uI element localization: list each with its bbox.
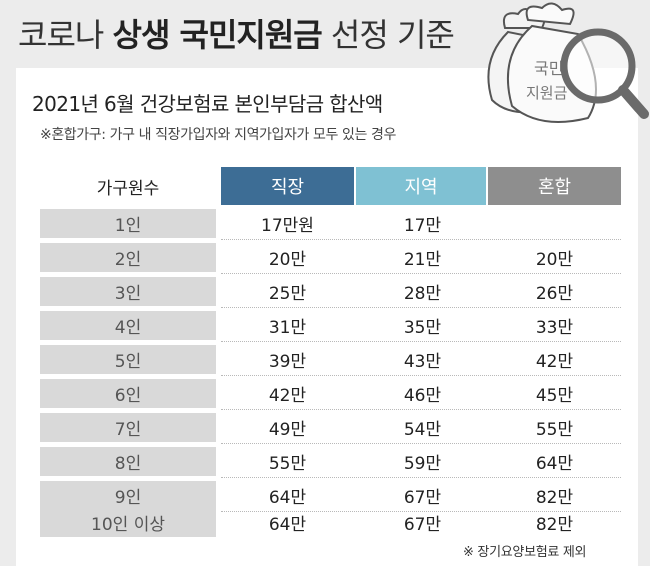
- cell-jiyeok: 67만: [403, 488, 442, 508]
- cell-jiyeok: 67만: [403, 515, 442, 535]
- cell-jiyeok: 54만: [403, 420, 442, 440]
- cell-jikjang: 55만: [268, 454, 307, 474]
- row-label: 1인: [40, 209, 216, 238]
- cell-jiyeok: 46만: [403, 386, 442, 406]
- cell-honhap: 82만: [535, 488, 574, 508]
- row-divider: [221, 306, 621, 308]
- row-divider: [221, 408, 621, 410]
- title-bold: 상생 국민지원금: [112, 16, 323, 54]
- row-divider: [221, 272, 621, 274]
- mixed-household-note: ※혼합가구: 가구 내 직장가입자와 지역가입자가 모두 있는 경우: [40, 127, 396, 143]
- row-label: 4인: [40, 311, 216, 340]
- cell-jikjang: 64만: [268, 488, 307, 508]
- illustration-text-2: 지원금: [526, 84, 568, 102]
- row-label: 10인 이상: [40, 508, 216, 537]
- illustration-text-1: 국민: [534, 59, 563, 78]
- cell-jikjang: 20만: [268, 250, 307, 270]
- cell-jiyeok: 35만: [403, 318, 442, 338]
- cell-honhap: 64만: [535, 454, 574, 474]
- table-subtitle: 2021년 6월 건강보험료 본인부담금 합산액: [32, 92, 383, 116]
- cell-jikjang: 42만: [268, 386, 307, 406]
- cell-honhap: 42만: [535, 352, 574, 372]
- table-row: 7인 49만 54만 55만: [0, 413, 650, 444]
- title-part2: 선정 기준: [321, 16, 455, 54]
- row-label: 8인: [40, 447, 216, 476]
- header-household-size: 가구원수: [96, 178, 160, 199]
- header-jikjang: 직장: [221, 167, 354, 205]
- cell-jikjang: 31만: [268, 318, 307, 338]
- row-divider: [221, 510, 621, 512]
- magnifier-icon: [560, 28, 649, 119]
- row-label: 3인: [40, 277, 216, 306]
- cell-honhap: 45만: [535, 386, 574, 406]
- table-row: 1인 17만원 17만: [0, 209, 650, 240]
- cell-jiyeok: 43만: [403, 352, 442, 372]
- header-honhap: 혼합: [488, 167, 621, 205]
- table-row: 5인 39만 43만 42만: [0, 345, 650, 376]
- table-row: 4인 31만 35만 33만: [0, 311, 650, 342]
- money-bag-magnifier-illustration: 국민 지원금: [487, 2, 649, 123]
- cell-jiyeok: 21만: [403, 250, 442, 270]
- cell-honhap: 82만: [535, 515, 574, 535]
- row-label: 9인: [40, 481, 216, 510]
- cell-jiyeok: 17만: [403, 216, 442, 236]
- cell-jikjang: 25만: [268, 284, 307, 304]
- row-label: 5인: [40, 345, 216, 374]
- cell-jiyeok: 28만: [403, 284, 442, 304]
- row-label: 2인: [40, 243, 216, 272]
- row-divider: [221, 238, 621, 240]
- cell-jikjang: 17만원: [261, 216, 314, 236]
- cell-honhap: 26만: [535, 284, 574, 304]
- page-title: 코로나 상생 국민지원금 선정 기준: [18, 10, 455, 56]
- row-label: 6인: [40, 379, 216, 408]
- cell-jiyeok: 59만: [403, 454, 442, 474]
- footnote: ※ 장기요양보험료 제외: [463, 545, 587, 560]
- cell-jikjang: 49만: [268, 420, 307, 440]
- table-row: 2인 20만 21만 20만: [0, 243, 650, 274]
- cell-honhap: 33만: [535, 318, 574, 338]
- cell-jikjang: 64만: [268, 515, 307, 535]
- row-divider: [221, 374, 621, 376]
- title-part1: 코로나: [18, 16, 113, 54]
- cell-honhap: 20만: [535, 250, 574, 270]
- table-row: 10인 이상 64만 67만 82만: [0, 508, 650, 537]
- table-row: 9인 64만 67만 82만: [0, 481, 650, 512]
- table-row: 6인 42만 46만 45만: [0, 379, 650, 410]
- header-jiyeok: 지역: [356, 167, 486, 205]
- row-divider: [221, 476, 621, 478]
- table-row: 8인 55만 59만 64만: [0, 447, 650, 478]
- cell-honhap: [488, 209, 621, 238]
- cell-jikjang: 39만: [268, 352, 307, 372]
- row-divider: [221, 442, 621, 444]
- row-divider: [221, 340, 621, 342]
- row-label: 7인: [40, 413, 216, 442]
- cell-honhap: 55만: [535, 420, 574, 440]
- table-row: 3인 25만 28만 26만: [0, 277, 650, 308]
